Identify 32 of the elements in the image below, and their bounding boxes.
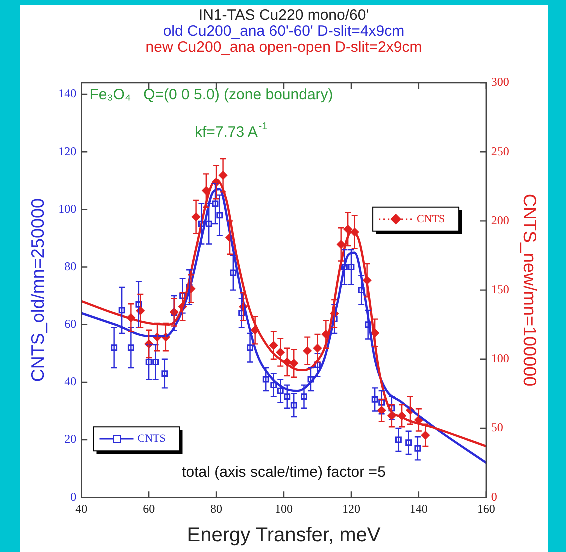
y2-tick-label: 300	[491, 75, 510, 90]
text: new Cu200_ana open-open D-slit=2x9cm	[146, 39, 422, 56]
y-tick-label: 100	[58, 202, 77, 216]
y-tick-label: 60	[64, 317, 77, 332]
x-tick-label: 40	[76, 502, 88, 516]
y2-tick-label: 0	[491, 490, 498, 504]
x-tick-label: 120	[342, 502, 360, 516]
x-axis-title: Energy Transfer, meV	[187, 524, 382, 547]
x-tick-label: 80	[210, 502, 223, 516]
annotation: Fe₃O₄ Q=(0 0 5.0) (zone boundary)	[90, 86, 334, 104]
y-tick-label: 40	[64, 374, 77, 389]
y-tick-label: 140	[58, 86, 77, 101]
y-tick-label: 0	[70, 490, 77, 504]
y2-axis-title: CNTS_new/mn=100000	[520, 194, 540, 387]
y2-tick-label: 50	[491, 420, 504, 435]
y2-tick-label: 100	[491, 352, 510, 366]
chart-title: IN1-TAS Cu220 mono/60'	[198, 7, 370, 24]
y-tick-label: 20	[64, 432, 77, 446]
y2-tick-label: 150	[491, 282, 510, 296]
y2-tick-label: 250	[491, 144, 510, 158]
x-tick-label: 60	[143, 502, 156, 516]
y-tick-label: 120	[58, 144, 77, 158]
y-tick-label: 80	[64, 259, 77, 274]
x-tick-label: 140	[410, 502, 428, 516]
y-axis-title: CNTS_old/mn=250000	[28, 198, 48, 382]
legend-label: CNTS	[417, 213, 446, 226]
annotation: total (axis scale/time) factor =5	[182, 464, 386, 481]
x-tick-label: 100	[275, 502, 293, 516]
x-tick-label: 160	[477, 502, 496, 516]
legend-label: CNTS	[138, 433, 166, 446]
text: old Cu200_ana 60'-60' D-slit=4x9cm	[163, 23, 405, 40]
y2-tick-label: 200	[491, 213, 510, 228]
